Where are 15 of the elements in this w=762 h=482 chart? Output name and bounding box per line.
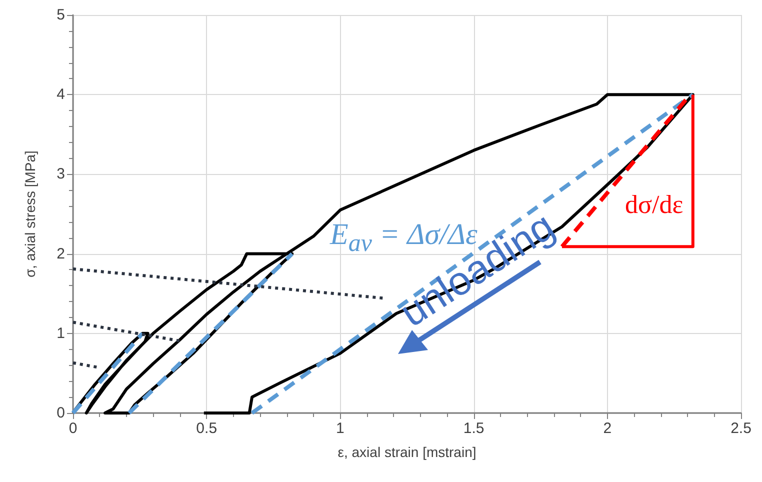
x-tick-label: 1.5: [463, 420, 484, 437]
y-tick-label: 3: [56, 166, 65, 183]
y-tick-label: 5: [56, 6, 65, 24]
annotation: dσ/dε: [625, 190, 684, 220]
y-tick-label: 1: [56, 324, 65, 342]
x-tick-label: 1: [336, 420, 344, 437]
y-tick-label: 4: [56, 86, 65, 104]
x-tick-label: 2.5: [730, 420, 752, 437]
x-tick-label: 0.5: [196, 420, 218, 437]
y-tick-label: 2: [56, 245, 65, 262]
y-tick-label: 0: [56, 404, 65, 422]
x-axis-title: ε, axial strain [mstrain]: [338, 444, 476, 460]
y-axis-title: σ, axial stress [MPa]: [22, 150, 38, 278]
x-tick-label: 2: [603, 420, 612, 437]
x-tick-label: 0: [68, 420, 78, 437]
